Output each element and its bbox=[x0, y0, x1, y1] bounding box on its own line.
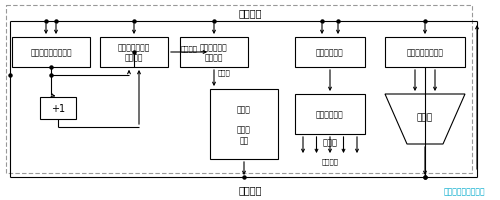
Text: プログラムカウンタ: プログラムカウンタ bbox=[30, 48, 72, 57]
Text: メモリアドレス
レジスタ: メモリアドレス レジスタ bbox=[118, 43, 150, 62]
Text: メモリデータ
レジスタ: メモリデータ レジスタ bbox=[200, 43, 228, 62]
Text: 入力バス: 入力バス bbox=[238, 8, 262, 18]
Text: 制御信号: 制御信号 bbox=[322, 158, 338, 164]
Text: アドレス: アドレス bbox=[180, 45, 198, 52]
Text: 状態生成回路: 状態生成回路 bbox=[316, 110, 344, 119]
Text: ・・・: ・・・ bbox=[322, 138, 338, 147]
Text: 命令レジスタ: 命令レジスタ bbox=[316, 48, 344, 57]
Bar bbox=[40, 98, 76, 119]
Polygon shape bbox=[385, 95, 465, 144]
Bar bbox=[385, 38, 465, 68]
Bar bbox=[180, 38, 248, 68]
Text: 演算器: 演算器 bbox=[417, 112, 433, 121]
Text: マイコミジャーナル: マイコミジャーナル bbox=[444, 187, 485, 196]
Text: +1: +1 bbox=[51, 103, 65, 113]
Text: データ: データ bbox=[218, 69, 230, 76]
Text: レジスタファイル: レジスタファイル bbox=[406, 48, 444, 57]
Text: メモリ

データ
出力: メモリ データ 出力 bbox=[237, 104, 251, 144]
Bar bbox=[100, 38, 168, 68]
Bar bbox=[12, 38, 90, 68]
Text: 出力バス: 出力バス bbox=[238, 184, 262, 194]
Bar bbox=[295, 95, 365, 134]
Bar bbox=[295, 38, 365, 68]
Bar bbox=[6, 6, 472, 173]
Bar bbox=[210, 90, 278, 159]
